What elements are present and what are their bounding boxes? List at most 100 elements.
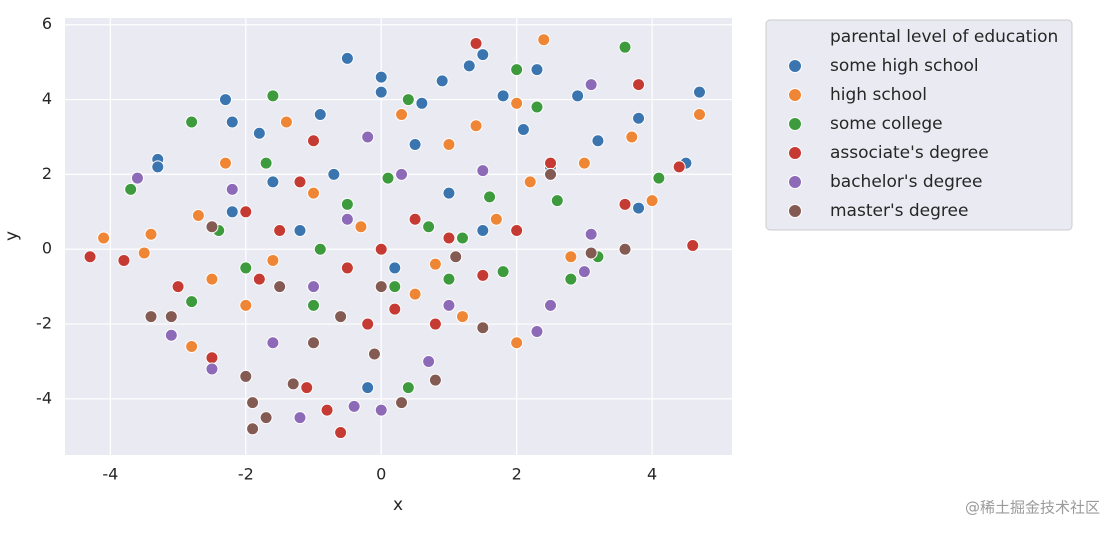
- points: [83, 33, 706, 440]
- point: [469, 36, 483, 50]
- point: [164, 310, 178, 324]
- point: [584, 246, 598, 260]
- legend-marker: [788, 175, 802, 189]
- point: [239, 298, 253, 312]
- point: [395, 396, 409, 410]
- point: [388, 302, 402, 316]
- point: [544, 156, 558, 170]
- point: [395, 167, 409, 181]
- legend-label: associate's degree: [830, 143, 989, 163]
- point: [117, 253, 131, 267]
- point: [516, 122, 530, 136]
- point: [428, 257, 442, 271]
- point: [374, 70, 388, 84]
- point: [279, 115, 293, 129]
- point: [266, 253, 280, 267]
- point: [510, 336, 524, 350]
- point: [564, 272, 578, 286]
- point: [510, 63, 524, 77]
- point: [266, 175, 280, 189]
- point: [307, 336, 321, 350]
- y-tick-label: 0: [42, 239, 52, 258]
- point: [367, 347, 381, 361]
- point: [469, 119, 483, 133]
- point: [415, 96, 429, 110]
- legend-label: some college: [830, 114, 943, 134]
- point: [422, 220, 436, 234]
- point: [408, 137, 422, 151]
- point: [144, 310, 158, 324]
- point: [340, 197, 354, 211]
- legend-label: some high school: [830, 56, 979, 76]
- point: [449, 250, 463, 264]
- point: [530, 100, 544, 114]
- point: [374, 85, 388, 99]
- point: [483, 190, 497, 204]
- point: [124, 182, 138, 196]
- point: [239, 205, 253, 219]
- point: [185, 295, 199, 309]
- point: [422, 354, 436, 368]
- legend-marker: [788, 59, 802, 73]
- point: [320, 403, 334, 417]
- point: [476, 224, 490, 238]
- point: [334, 426, 348, 440]
- point: [672, 160, 686, 174]
- point: [293, 175, 307, 189]
- point: [564, 250, 578, 264]
- point: [171, 280, 185, 294]
- point: [225, 205, 239, 219]
- x-tick-label: 2: [512, 465, 522, 484]
- point: [618, 40, 632, 54]
- point: [577, 156, 591, 170]
- point: [374, 242, 388, 256]
- y-tick-label: -4: [36, 388, 52, 407]
- point: [489, 212, 503, 226]
- point: [239, 261, 253, 275]
- point: [205, 220, 219, 234]
- point: [354, 220, 368, 234]
- point: [307, 134, 321, 148]
- y-tick-label: 6: [42, 14, 52, 33]
- legend: parental level of education some high sc…: [788, 27, 1058, 221]
- point: [442, 272, 456, 286]
- point: [476, 164, 490, 178]
- point: [252, 272, 266, 286]
- point: [510, 224, 524, 238]
- point: [327, 167, 341, 181]
- point: [435, 74, 449, 88]
- point: [266, 89, 280, 103]
- ticks: -4 -2 0 2 4 -4 -2 0 2 4 6: [36, 14, 657, 483]
- point: [632, 78, 646, 92]
- y-tick-label: 2: [42, 164, 52, 183]
- point: [632, 111, 646, 125]
- point: [185, 115, 199, 129]
- point: [218, 156, 232, 170]
- point: [273, 280, 287, 294]
- x-tick-label: 4: [647, 465, 657, 484]
- point: [293, 224, 307, 238]
- point: [591, 134, 605, 148]
- y-axis-label: y: [2, 231, 22, 241]
- point: [225, 182, 239, 196]
- point: [340, 261, 354, 275]
- legend-marker: [788, 88, 802, 102]
- point: [144, 227, 158, 241]
- point: [476, 48, 490, 62]
- legend-marker: [788, 204, 802, 218]
- point: [218, 93, 232, 107]
- point: [307, 280, 321, 294]
- point: [313, 242, 327, 256]
- point: [388, 280, 402, 294]
- point: [151, 160, 165, 174]
- point: [462, 59, 476, 73]
- point: [388, 261, 402, 275]
- point: [523, 175, 537, 189]
- y-tick-label: -2: [36, 314, 52, 333]
- point: [300, 381, 314, 395]
- point: [584, 78, 598, 92]
- legend-marker: [788, 146, 802, 160]
- point: [686, 238, 700, 252]
- point: [374, 403, 388, 417]
